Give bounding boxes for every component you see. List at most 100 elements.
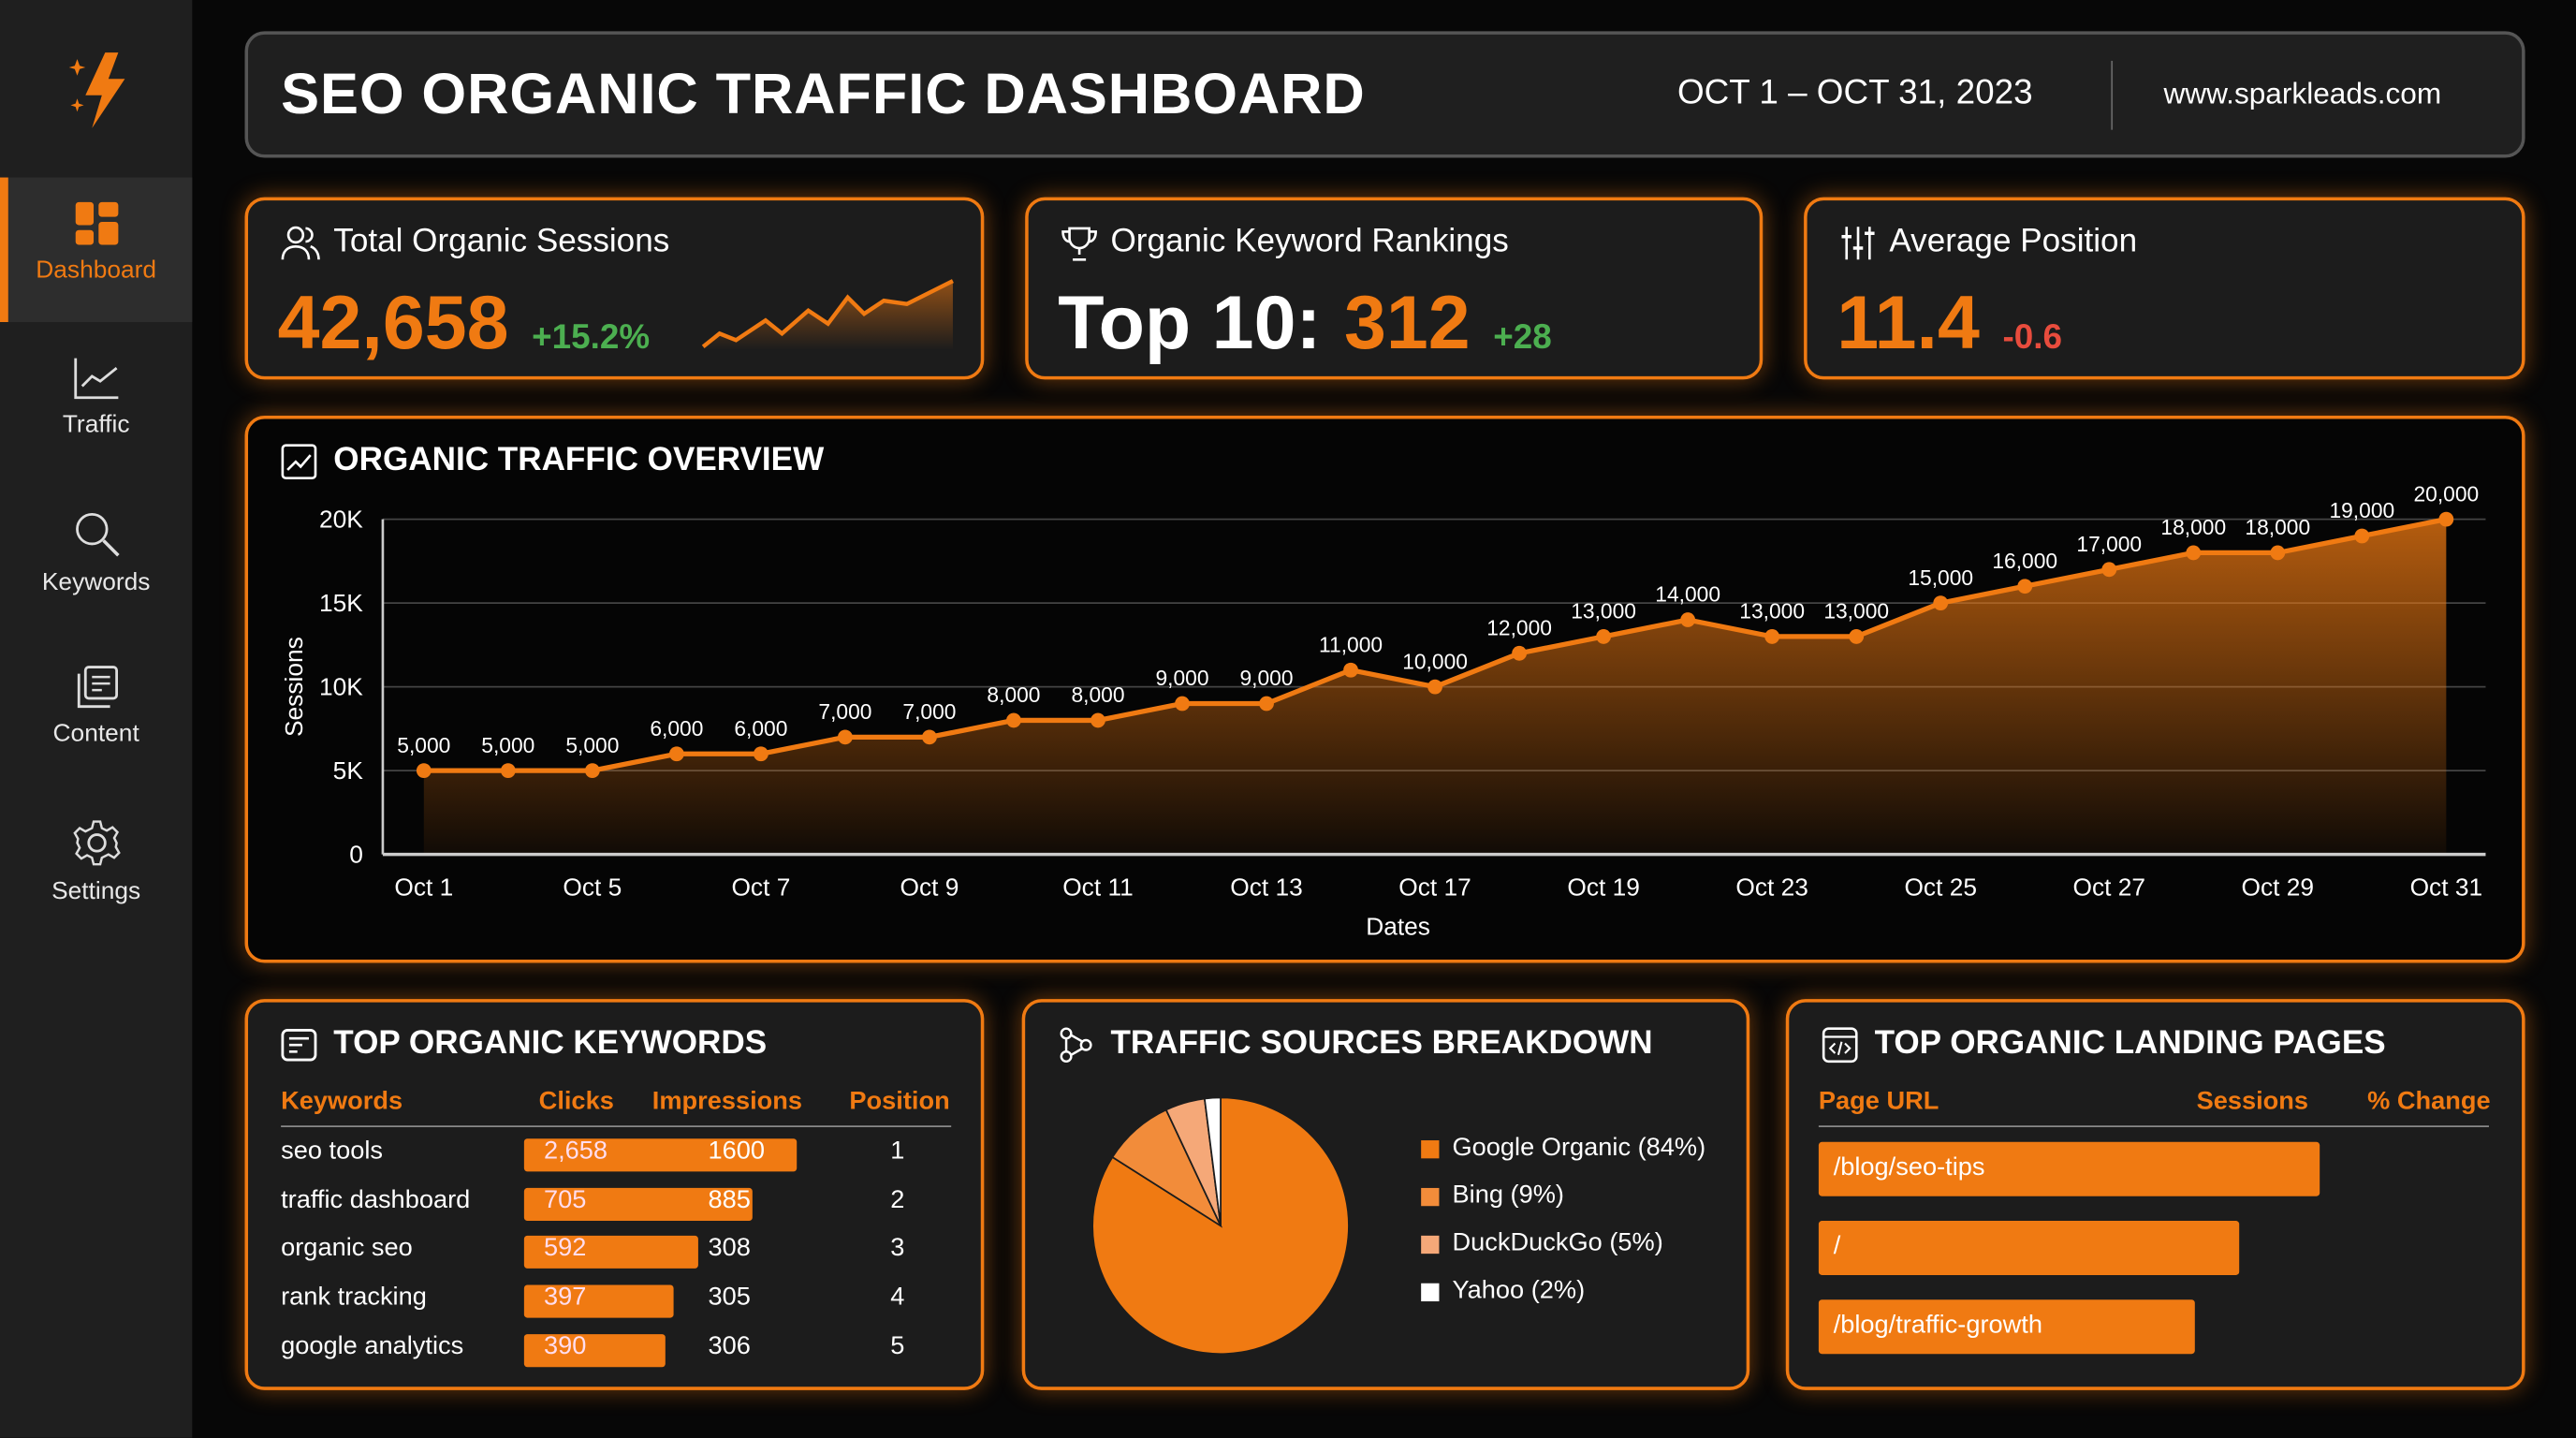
data-point xyxy=(838,729,853,745)
sidebar-item-dashboard[interactable]: Dashboard xyxy=(0,177,193,322)
impressions-cell: 306 xyxy=(708,1332,751,1360)
traffic-area-chart: 0 5K 10K 15K 20K 5,000 5,000 5,000 6,000 6,000 7,0… xyxy=(280,481,2486,941)
data-label: 5,000 xyxy=(397,733,450,757)
landing-page-row[interactable]: /blog/seo-tips xyxy=(1818,1141,2320,1196)
trend-chart-icon xyxy=(73,358,118,400)
sidebar-item-label: Dashboard xyxy=(36,256,157,285)
position-cell: 4 xyxy=(890,1283,905,1312)
kpi-total-sessions: Total Organic Sessions 42,658 +15.2% xyxy=(244,197,985,380)
kpi-change: +28 xyxy=(1493,318,1552,357)
pie-slice xyxy=(1091,1096,1350,1356)
data-point xyxy=(1764,629,1780,644)
clicks-cell: 592 xyxy=(543,1234,587,1263)
kpi-change: -0.6 xyxy=(2002,318,2062,357)
impressions-cell: 305 xyxy=(708,1283,751,1312)
data-point xyxy=(2270,545,2286,561)
data-label: 6,000 xyxy=(650,716,703,741)
network-icon xyxy=(1060,1026,1092,1063)
legend-swatch xyxy=(1421,1282,1440,1301)
legend-item: Google Organic (84%) xyxy=(1421,1134,1705,1164)
sidebar-item-label: Content xyxy=(52,719,139,748)
data-point xyxy=(1259,696,1274,712)
data-label: 17,000 xyxy=(2076,532,2142,556)
x-tick-label: Oct 11 xyxy=(1062,873,1134,902)
position-cell: 2 xyxy=(890,1185,905,1214)
column-header: Impressions xyxy=(651,1087,803,1116)
legend-label: Yahoo (2%) xyxy=(1452,1276,1586,1305)
traffic-sources-panel: TRAFFIC SOURCES BREAKDOWN Google Organic… xyxy=(1021,999,1750,1390)
y-tick-label: 15K xyxy=(319,589,363,617)
impressions-cell: 308 xyxy=(708,1234,751,1263)
x-tick-label: Oct 25 xyxy=(1904,873,1977,902)
header-divider xyxy=(281,1125,952,1127)
y-tick-label: 10K xyxy=(319,672,363,700)
column-header: Keywords xyxy=(281,1087,403,1116)
data-label: 16,000 xyxy=(1992,549,2057,573)
x-tick-label: Oct 17 xyxy=(1398,873,1471,902)
list-icon xyxy=(281,1028,317,1061)
data-point xyxy=(754,746,768,762)
x-tick-label: Oct 27 xyxy=(2072,873,2145,902)
top-keywords-panel: TOP ORGANIC KEYWORDS Keywords Clicks Impre… xyxy=(244,999,985,1390)
kpi-average-position: Average Position 11.4 -0.6 xyxy=(1804,197,2525,380)
search-icon xyxy=(75,512,119,557)
keyword-cell: seo tools xyxy=(281,1137,384,1166)
kpi-value-row: Top 10: 312 +28 xyxy=(1058,276,1551,368)
sidebar-item-settings[interactable]: Settings xyxy=(0,795,192,939)
data-point xyxy=(1427,679,1442,695)
data-label: 5,000 xyxy=(565,733,619,757)
clicks-cell: 705 xyxy=(543,1185,587,1214)
sidebar-item-traffic[interactable]: Traffic xyxy=(0,332,192,477)
data-label: 9,000 xyxy=(1155,666,1208,690)
data-point xyxy=(2017,579,2033,594)
kpi-value: 42,658 xyxy=(277,279,509,365)
sliders-icon xyxy=(1841,226,1875,259)
kpi-prefix: Top 10: xyxy=(1058,279,1322,365)
data-label: 7,000 xyxy=(902,699,956,724)
data-point xyxy=(1596,629,1612,644)
data-label: 6,000 xyxy=(734,716,787,741)
keyword-cell: traffic dashboard xyxy=(281,1185,471,1214)
sidebar-item-keywords[interactable]: Keywords xyxy=(0,487,192,631)
data-point xyxy=(1090,712,1105,728)
keyword-cell: google analytics xyxy=(281,1332,464,1360)
x-tick-label: Oct 19 xyxy=(1567,873,1640,902)
users-icon xyxy=(281,225,320,259)
data-label: 10,000 xyxy=(1402,649,1468,673)
data-point xyxy=(2354,528,2370,544)
trend-chart-icon xyxy=(281,443,317,479)
clicks-bar xyxy=(523,1333,666,1367)
traffic-sources-pie xyxy=(1091,1096,1350,1356)
legend-label: Google Organic (84%) xyxy=(1452,1134,1706,1162)
page-url: /blog/seo-tips xyxy=(1833,1153,1985,1181)
column-header: Clicks xyxy=(538,1087,614,1116)
kpi-value-row: 11.4 -0.6 xyxy=(1837,276,2062,368)
date-range[interactable]: OCT 1 – OCT 31, 2023 xyxy=(1676,73,2033,112)
data-point xyxy=(922,729,937,745)
panel-title: TOP ORGANIC LANDING PAGES xyxy=(1874,1025,2386,1062)
legend-swatch xyxy=(1421,1187,1440,1206)
legend-item: Yahoo (2%) xyxy=(1421,1277,1585,1307)
site-url: www.sparkleads.com xyxy=(2163,77,2442,110)
clicks-cell: 390 xyxy=(543,1332,587,1360)
landing-page-row[interactable]: /blog/traffic-growth xyxy=(1818,1299,2195,1355)
data-label: 14,000 xyxy=(1655,582,1720,607)
legend-label: Bing (9%) xyxy=(1452,1181,1564,1210)
kpi-value: 312 xyxy=(1343,279,1471,365)
data-label: 13,000 xyxy=(1571,599,1636,624)
data-label: 15,000 xyxy=(1908,565,1973,590)
kpi-label: Average Position xyxy=(1889,223,2138,260)
data-label: 11,000 xyxy=(1319,632,1383,656)
y-axis-title: Sessions xyxy=(280,637,308,737)
data-label: 8,000 xyxy=(987,682,1040,707)
data-point xyxy=(584,763,600,779)
data-point xyxy=(1512,645,1527,661)
landing-page-row[interactable]: / xyxy=(1818,1221,2240,1275)
keyword-cell: organic seo xyxy=(281,1234,413,1263)
y-tick-label: 20K xyxy=(319,505,363,533)
data-label: 18,000 xyxy=(2245,515,2310,539)
clicks-bar xyxy=(523,1187,754,1221)
sidebar-item-content[interactable]: Content xyxy=(0,640,192,785)
data-label: 12,000 xyxy=(1486,616,1552,640)
kpi-value: 11.4 xyxy=(1837,279,1980,365)
